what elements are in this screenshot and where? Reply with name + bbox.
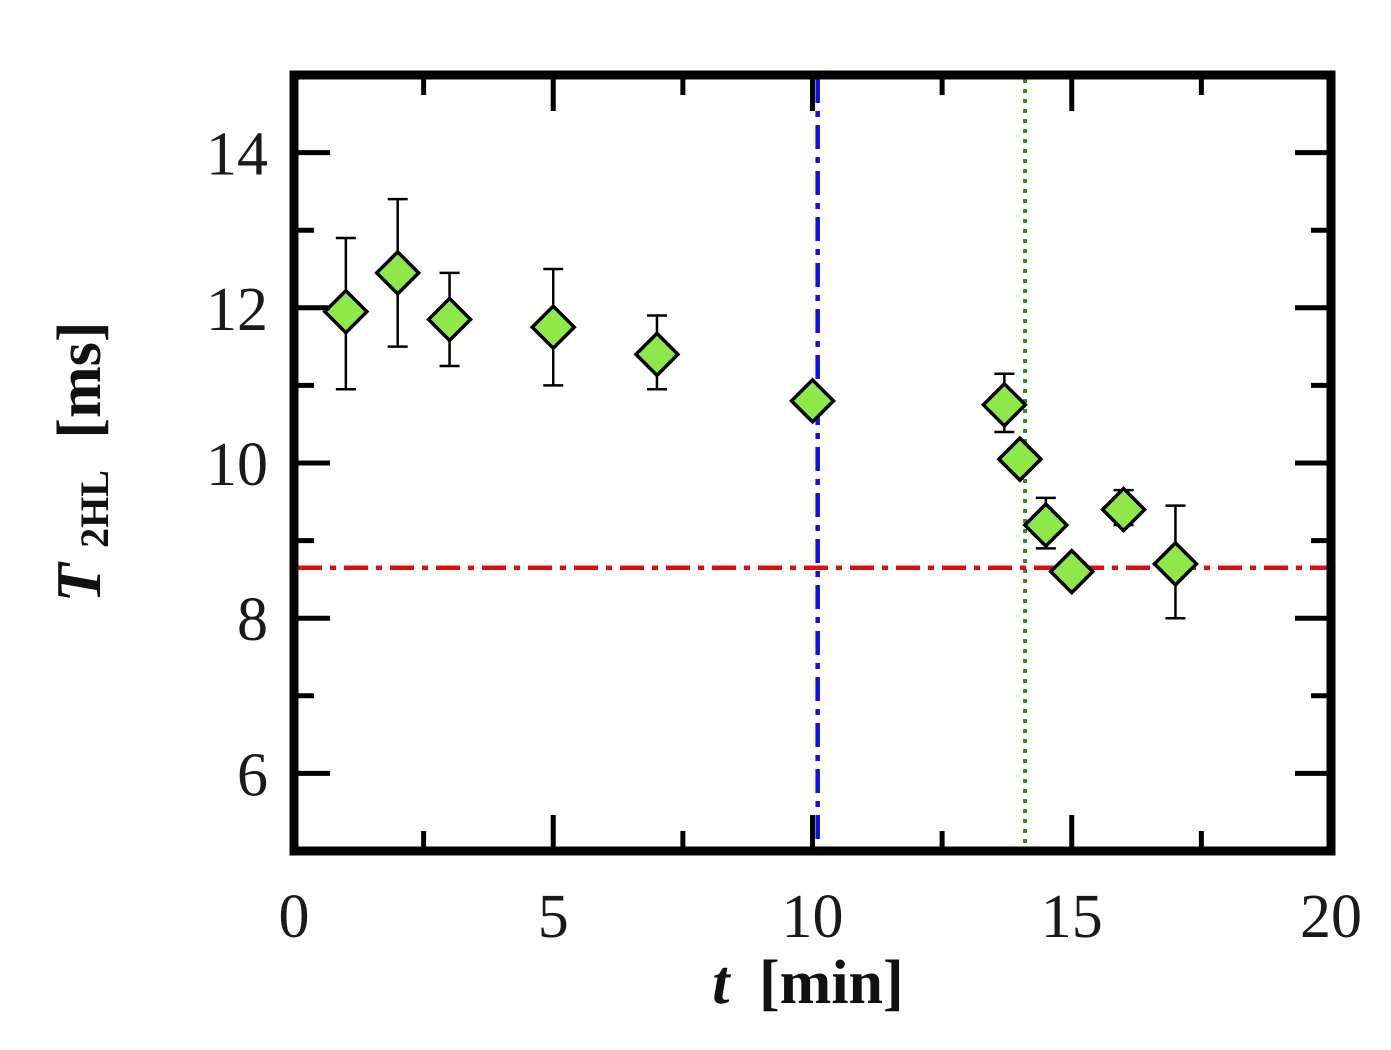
y-tick-label: 14 — [206, 121, 268, 189]
error-bars — [335, 197, 1186, 620]
x-tick-labels: 0 5 10 15 20 — [279, 883, 1363, 951]
y-tick-label: 8 — [237, 586, 268, 654]
y-tick-label: 12 — [206, 276, 268, 344]
data-point-marker — [980, 381, 1028, 429]
data-point-marker — [1151, 540, 1199, 588]
data-point-marker — [1022, 501, 1070, 549]
x-tick-label: 0 — [279, 883, 310, 951]
y-tick-labels: 6 8 10 12 14 — [206, 121, 268, 810]
y-axis-subscript: 2HL — [72, 470, 117, 548]
data-point-marker — [996, 435, 1044, 483]
plot-frame — [289, 70, 1336, 856]
y-tick-label: 10 — [206, 431, 268, 499]
data-point-marker — [322, 288, 370, 336]
data-point-marker — [633, 330, 681, 378]
data-point-marker — [1048, 548, 1096, 596]
data-point-marker — [789, 377, 836, 425]
data-markers — [322, 249, 1199, 596]
y-axis-title: T 2HL [ms] — [43, 322, 122, 603]
data-point-marker — [426, 295, 474, 343]
x-tick-label: 15 — [1041, 883, 1103, 951]
axis-ticks — [294, 75, 1331, 851]
x-tick-label: 5 — [538, 883, 569, 951]
data-point-marker — [529, 303, 577, 351]
x-axis-title: t [min] — [712, 949, 903, 1017]
x-axis-unit: [min] — [759, 949, 904, 1017]
reference-lines — [298, 79, 1327, 847]
data-point-marker — [1100, 486, 1148, 534]
x-tick-label: 20 — [1300, 883, 1362, 951]
y-axis-unit: [ms] — [46, 322, 114, 439]
x-axis-symbol: t — [712, 949, 731, 1017]
y-tick-label: 6 — [237, 741, 268, 809]
data-point-marker — [374, 249, 422, 297]
y-axis-symbol: T — [43, 560, 114, 602]
x-tick-label: 10 — [782, 883, 844, 951]
